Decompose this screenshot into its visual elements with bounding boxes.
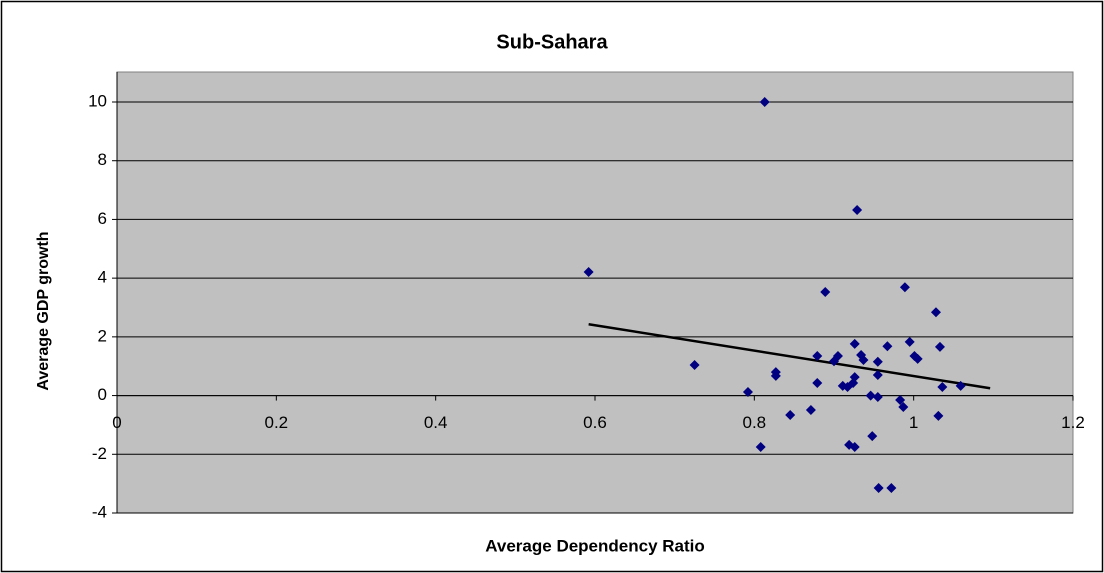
data-point bbox=[955, 380, 966, 391]
data-point bbox=[930, 307, 941, 318]
data-point bbox=[895, 394, 906, 405]
x-tick-label: 0 bbox=[112, 413, 121, 432]
data-point bbox=[899, 282, 910, 293]
data-point bbox=[898, 402, 909, 413]
data-point bbox=[872, 392, 883, 403]
x-tick-label: 1.2 bbox=[1061, 413, 1085, 432]
data-point bbox=[858, 355, 869, 366]
data-point bbox=[742, 387, 753, 398]
y-tick-label: -2 bbox=[92, 444, 107, 463]
data-point bbox=[842, 382, 853, 393]
data-point bbox=[933, 410, 944, 421]
data-point bbox=[873, 483, 884, 494]
y-tick-label: 8 bbox=[98, 150, 107, 169]
data-point bbox=[770, 367, 781, 378]
x-tick-label: 0.4 bbox=[424, 413, 448, 432]
x-tick-label: 0.6 bbox=[583, 413, 607, 432]
y-tick-label: 0 bbox=[98, 385, 107, 404]
data-point bbox=[583, 266, 594, 277]
data-point bbox=[886, 483, 897, 494]
data-point bbox=[812, 350, 823, 361]
data-point bbox=[852, 205, 863, 216]
data-point bbox=[912, 353, 923, 364]
y-tick-label: 2 bbox=[98, 326, 107, 345]
data-point bbox=[849, 338, 860, 349]
y-tick-label: 6 bbox=[98, 209, 107, 228]
data-point bbox=[759, 97, 770, 107]
data-point bbox=[849, 441, 860, 452]
y-tick-label: 4 bbox=[98, 268, 107, 287]
data-point bbox=[882, 341, 893, 352]
chart-title: Sub-Sahara bbox=[496, 31, 608, 53]
data-point bbox=[805, 404, 816, 415]
data-point bbox=[934, 341, 945, 352]
y-tick-label: 10 bbox=[88, 91, 107, 110]
data-point bbox=[689, 360, 700, 371]
data-point bbox=[937, 382, 948, 393]
data-point bbox=[865, 390, 876, 401]
data-point bbox=[785, 409, 796, 420]
y-axis-label: Average GDP growth bbox=[35, 231, 52, 390]
data-point bbox=[904, 336, 915, 347]
data-point bbox=[872, 356, 883, 367]
data-point bbox=[820, 286, 831, 297]
x-tick-label: 0.2 bbox=[265, 413, 289, 432]
x-axis-label: Average Dependency Ratio bbox=[485, 536, 705, 555]
trendline bbox=[588, 322, 991, 390]
data-point bbox=[867, 431, 878, 442]
y-tick-label: -4 bbox=[92, 502, 107, 521]
data-point bbox=[755, 441, 766, 452]
x-tick-label: 1 bbox=[909, 413, 918, 432]
data-point bbox=[812, 377, 823, 388]
data-point bbox=[872, 370, 883, 381]
plot-area bbox=[116, 71, 1074, 514]
data-point bbox=[829, 356, 839, 367]
x-tick-label: 0.8 bbox=[743, 413, 767, 432]
